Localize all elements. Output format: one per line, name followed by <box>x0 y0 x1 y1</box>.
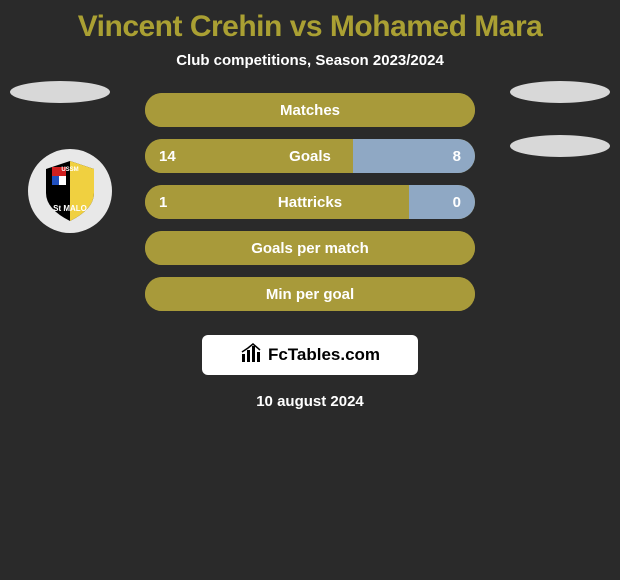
stat-bar-right <box>409 185 475 219</box>
stat-label: Goals per match <box>251 240 369 257</box>
club-badge-left: St MALO USSM <box>28 149 112 233</box>
stat-label: Min per goal <box>266 286 354 303</box>
stat-value-left: 14 <box>159 148 176 165</box>
club-ellipse-right-1 <box>510 81 610 103</box>
stat-row: Matches <box>145 93 475 127</box>
svg-text:St MALO: St MALO <box>53 204 87 213</box>
watermark: FcTables.com <box>202 335 418 375</box>
player2-name: Mohamed Mara <box>330 10 542 43</box>
subtitle: Club competitions, Season 2023/2024 <box>176 52 444 69</box>
stat-value-right: 8 <box>453 148 461 165</box>
comparison-infographic: Vincent Crehin vs Mohamed Mara Club comp… <box>0 0 620 410</box>
stat-row: 1 Hattricks 0 <box>145 185 475 219</box>
bar-chart-icon <box>240 342 262 369</box>
club-ellipse-right-2 <box>510 135 610 157</box>
stats-area: St MALO USSM Matches 14 Goals 8 1 Hattricks 0 G… <box>0 93 620 410</box>
stats-rows: Matches 14 Goals 8 1 Hattricks 0 Goals per matc… <box>145 93 475 323</box>
page-title: Vincent Crehin vs Mohamed Mara <box>78 10 543 44</box>
stat-label: Matches <box>280 102 340 119</box>
shield-icon: St MALO USSM <box>36 157 104 225</box>
stat-label: Goals <box>289 148 331 165</box>
watermark-text: FcTables.com <box>268 345 380 365</box>
club-ellipse-left <box>10 81 110 103</box>
stat-label: Hattricks <box>278 194 342 211</box>
stat-value-left: 1 <box>159 194 167 211</box>
stat-row: Goals per match <box>145 231 475 265</box>
svg-text:USSM: USSM <box>61 167 78 173</box>
vs-text: vs <box>290 10 322 43</box>
stat-row: Min per goal <box>145 277 475 311</box>
stat-row: 14 Goals 8 <box>145 139 475 173</box>
stat-value-right: 0 <box>453 194 461 211</box>
footer-date: 10 august 2024 <box>256 393 364 410</box>
player1-name: Vincent Crehin <box>78 10 282 43</box>
